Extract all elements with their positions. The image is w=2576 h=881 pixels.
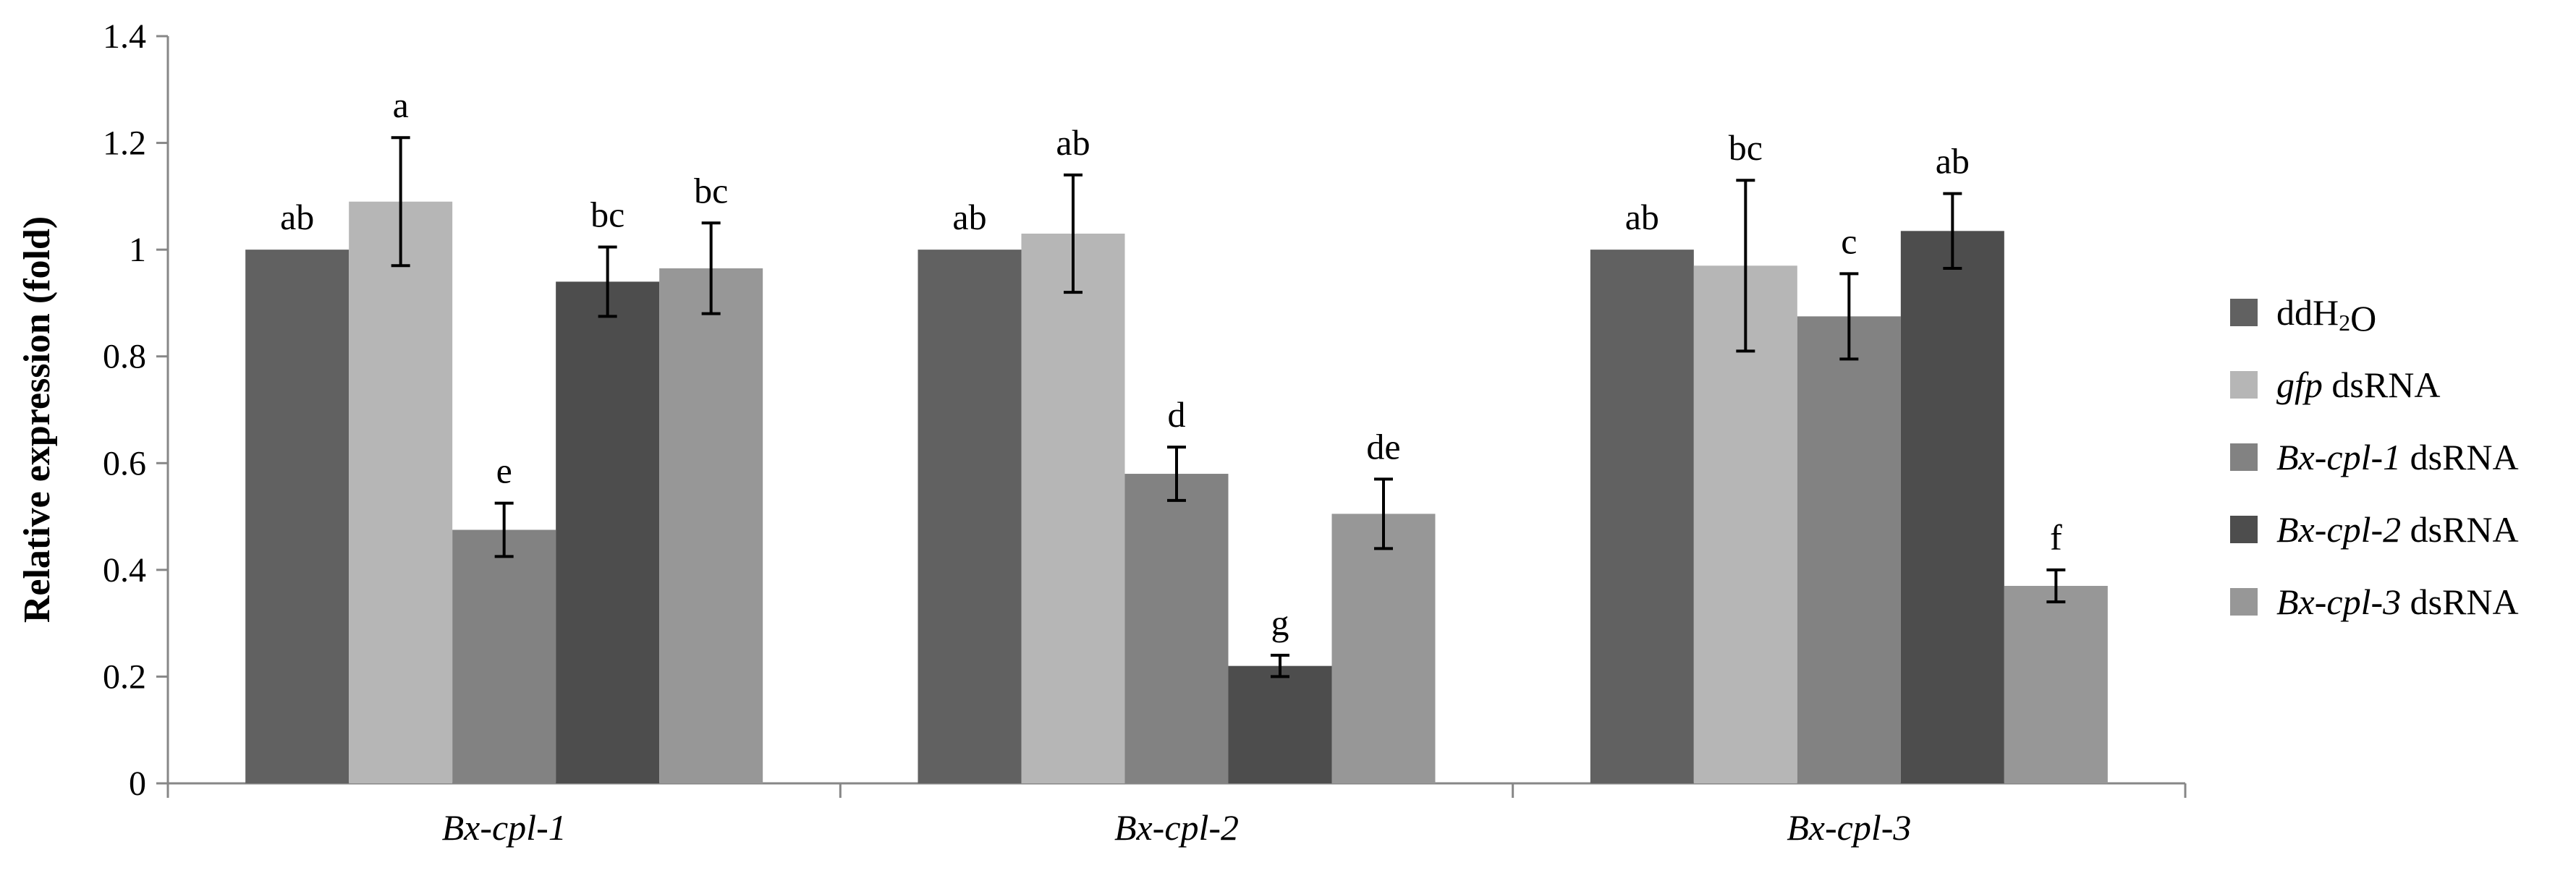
- legend: ddH2O gfp dsRNA Bx-cpl-1 dsRNA Bx-cpl-2 dsR…: [2230, 292, 2519, 622]
- bar: [349, 201, 453, 783]
- y-tick-label: 0: [129, 765, 146, 803]
- legend-swatch: [2230, 299, 2258, 326]
- bar: [452, 529, 556, 783]
- x-category-label: Bx-cpl-2: [1114, 807, 1239, 848]
- significance-label: bc: [590, 194, 624, 234]
- y-tick-label: 0.8: [103, 338, 146, 376]
- legend-entry: ddH2O: [2276, 292, 2376, 339]
- significance-label: d: [1168, 394, 1186, 435]
- bar: [918, 250, 1022, 784]
- significance-label: g: [1271, 603, 1289, 643]
- legend-swatch: [2230, 588, 2258, 616]
- significance-label: e: [496, 451, 512, 491]
- bar: [1797, 316, 1901, 783]
- legend-entry: Bx-cpl-1 dsRNA: [2276, 437, 2519, 477]
- significance-label: bc: [694, 170, 728, 210]
- significance-label: ab: [952, 197, 986, 237]
- bar: [1900, 231, 2004, 783]
- significance-label: ab: [1625, 197, 1659, 237]
- x-category-label: Bx-cpl-3: [1787, 807, 1911, 848]
- legend-swatch: [2230, 371, 2258, 399]
- y-axis-label: Relative expression (fold): [17, 216, 58, 623]
- y-tick-label: 1.2: [103, 124, 146, 163]
- bar: [1124, 474, 1229, 783]
- significance-label: f: [2050, 517, 2062, 558]
- significance-label: de: [1366, 426, 1400, 467]
- bar: [659, 268, 763, 783]
- legend-swatch: [2230, 516, 2258, 543]
- legend-entry: Bx-cpl-2 dsRNA: [2276, 509, 2519, 550]
- y-tick-label: 1.4: [103, 17, 146, 56]
- x-category-label: Bx-cpl-1: [442, 807, 567, 848]
- bar: [1021, 234, 1125, 783]
- bar: [1590, 250, 1694, 784]
- legend-swatch: [2230, 443, 2258, 471]
- legend-entry: Bx-cpl-3 dsRNA: [2276, 582, 2519, 622]
- significance-label: ab: [1056, 122, 1090, 163]
- bar: [1228, 665, 1332, 783]
- bar: [556, 281, 660, 783]
- y-tick-label: 0.2: [103, 657, 146, 696]
- significance-label: ab: [1936, 141, 1970, 182]
- significance-label: c: [1841, 221, 1857, 261]
- y-tick-label: 1: [129, 231, 146, 269]
- bar: [2004, 585, 2108, 783]
- significance-label: ab: [280, 197, 314, 237]
- significance-label: bc: [1729, 127, 1763, 168]
- y-tick-label: 0.6: [103, 444, 146, 482]
- bar: [245, 250, 349, 784]
- bar: [1331, 514, 1436, 783]
- y-tick-label: 0.4: [103, 551, 146, 590]
- legend-entry: gfp dsRNA: [2276, 365, 2440, 405]
- significance-label: a: [393, 85, 409, 125]
